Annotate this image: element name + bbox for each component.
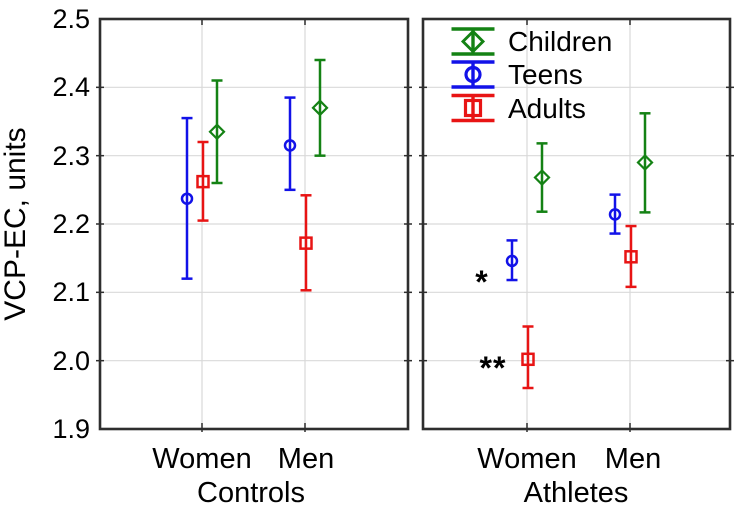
legend-glyph-children-marker — [460, 29, 486, 54]
legend-glyph-adults-marker — [463, 98, 483, 118]
x-tick-label-controls-women: Women — [152, 443, 252, 475]
significance-asterisk-adults-women: ** — [479, 350, 507, 386]
significance-asterisk-teens-women: * — [475, 264, 489, 300]
y-tick-label: 2.4 — [52, 72, 90, 103]
marker-athletes-men-teens — [608, 208, 622, 221]
legend-glyph-teens-marker — [464, 65, 482, 84]
marker-athletes-women-children — [533, 168, 551, 187]
panel-label-athletes: Athletes — [523, 477, 629, 509]
legend-label-teens: Teens — [508, 59, 583, 90]
y-tick-label: 2.1 — [52, 277, 90, 308]
y-tick-label: 2.0 — [52, 345, 90, 376]
marker-controls-men-children — [311, 99, 329, 117]
marker-controls-women-teens — [180, 192, 194, 205]
marker-athletes-men-adults — [624, 250, 638, 264]
marker-controls-women-adults — [196, 174, 210, 189]
panel-label-controls: Controls — [197, 477, 305, 509]
y-tick-label: 1.9 — [52, 414, 90, 444]
legend-label-children: Children — [508, 26, 613, 57]
marker-controls-men-adults — [299, 236, 313, 250]
x-tick-label-athletes-men: Men — [604, 443, 662, 475]
y-tick-label: 2.5 — [52, 4, 90, 34]
y-tick-label: 2.3 — [52, 140, 90, 171]
legend-label-adults: Adults — [508, 92, 586, 124]
marker-controls-women-children — [208, 123, 226, 141]
x-tick-label-controls-men: Men — [277, 443, 335, 475]
x-tick-label-athletes-women: Women — [477, 443, 577, 475]
marker-athletes-men-children — [636, 153, 654, 172]
y-tick-label: 2.2 — [52, 209, 90, 239]
marker-athletes-women-adults — [521, 352, 535, 367]
marker-controls-men-teens — [283, 139, 297, 152]
marker-athletes-women-teens — [505, 254, 519, 268]
